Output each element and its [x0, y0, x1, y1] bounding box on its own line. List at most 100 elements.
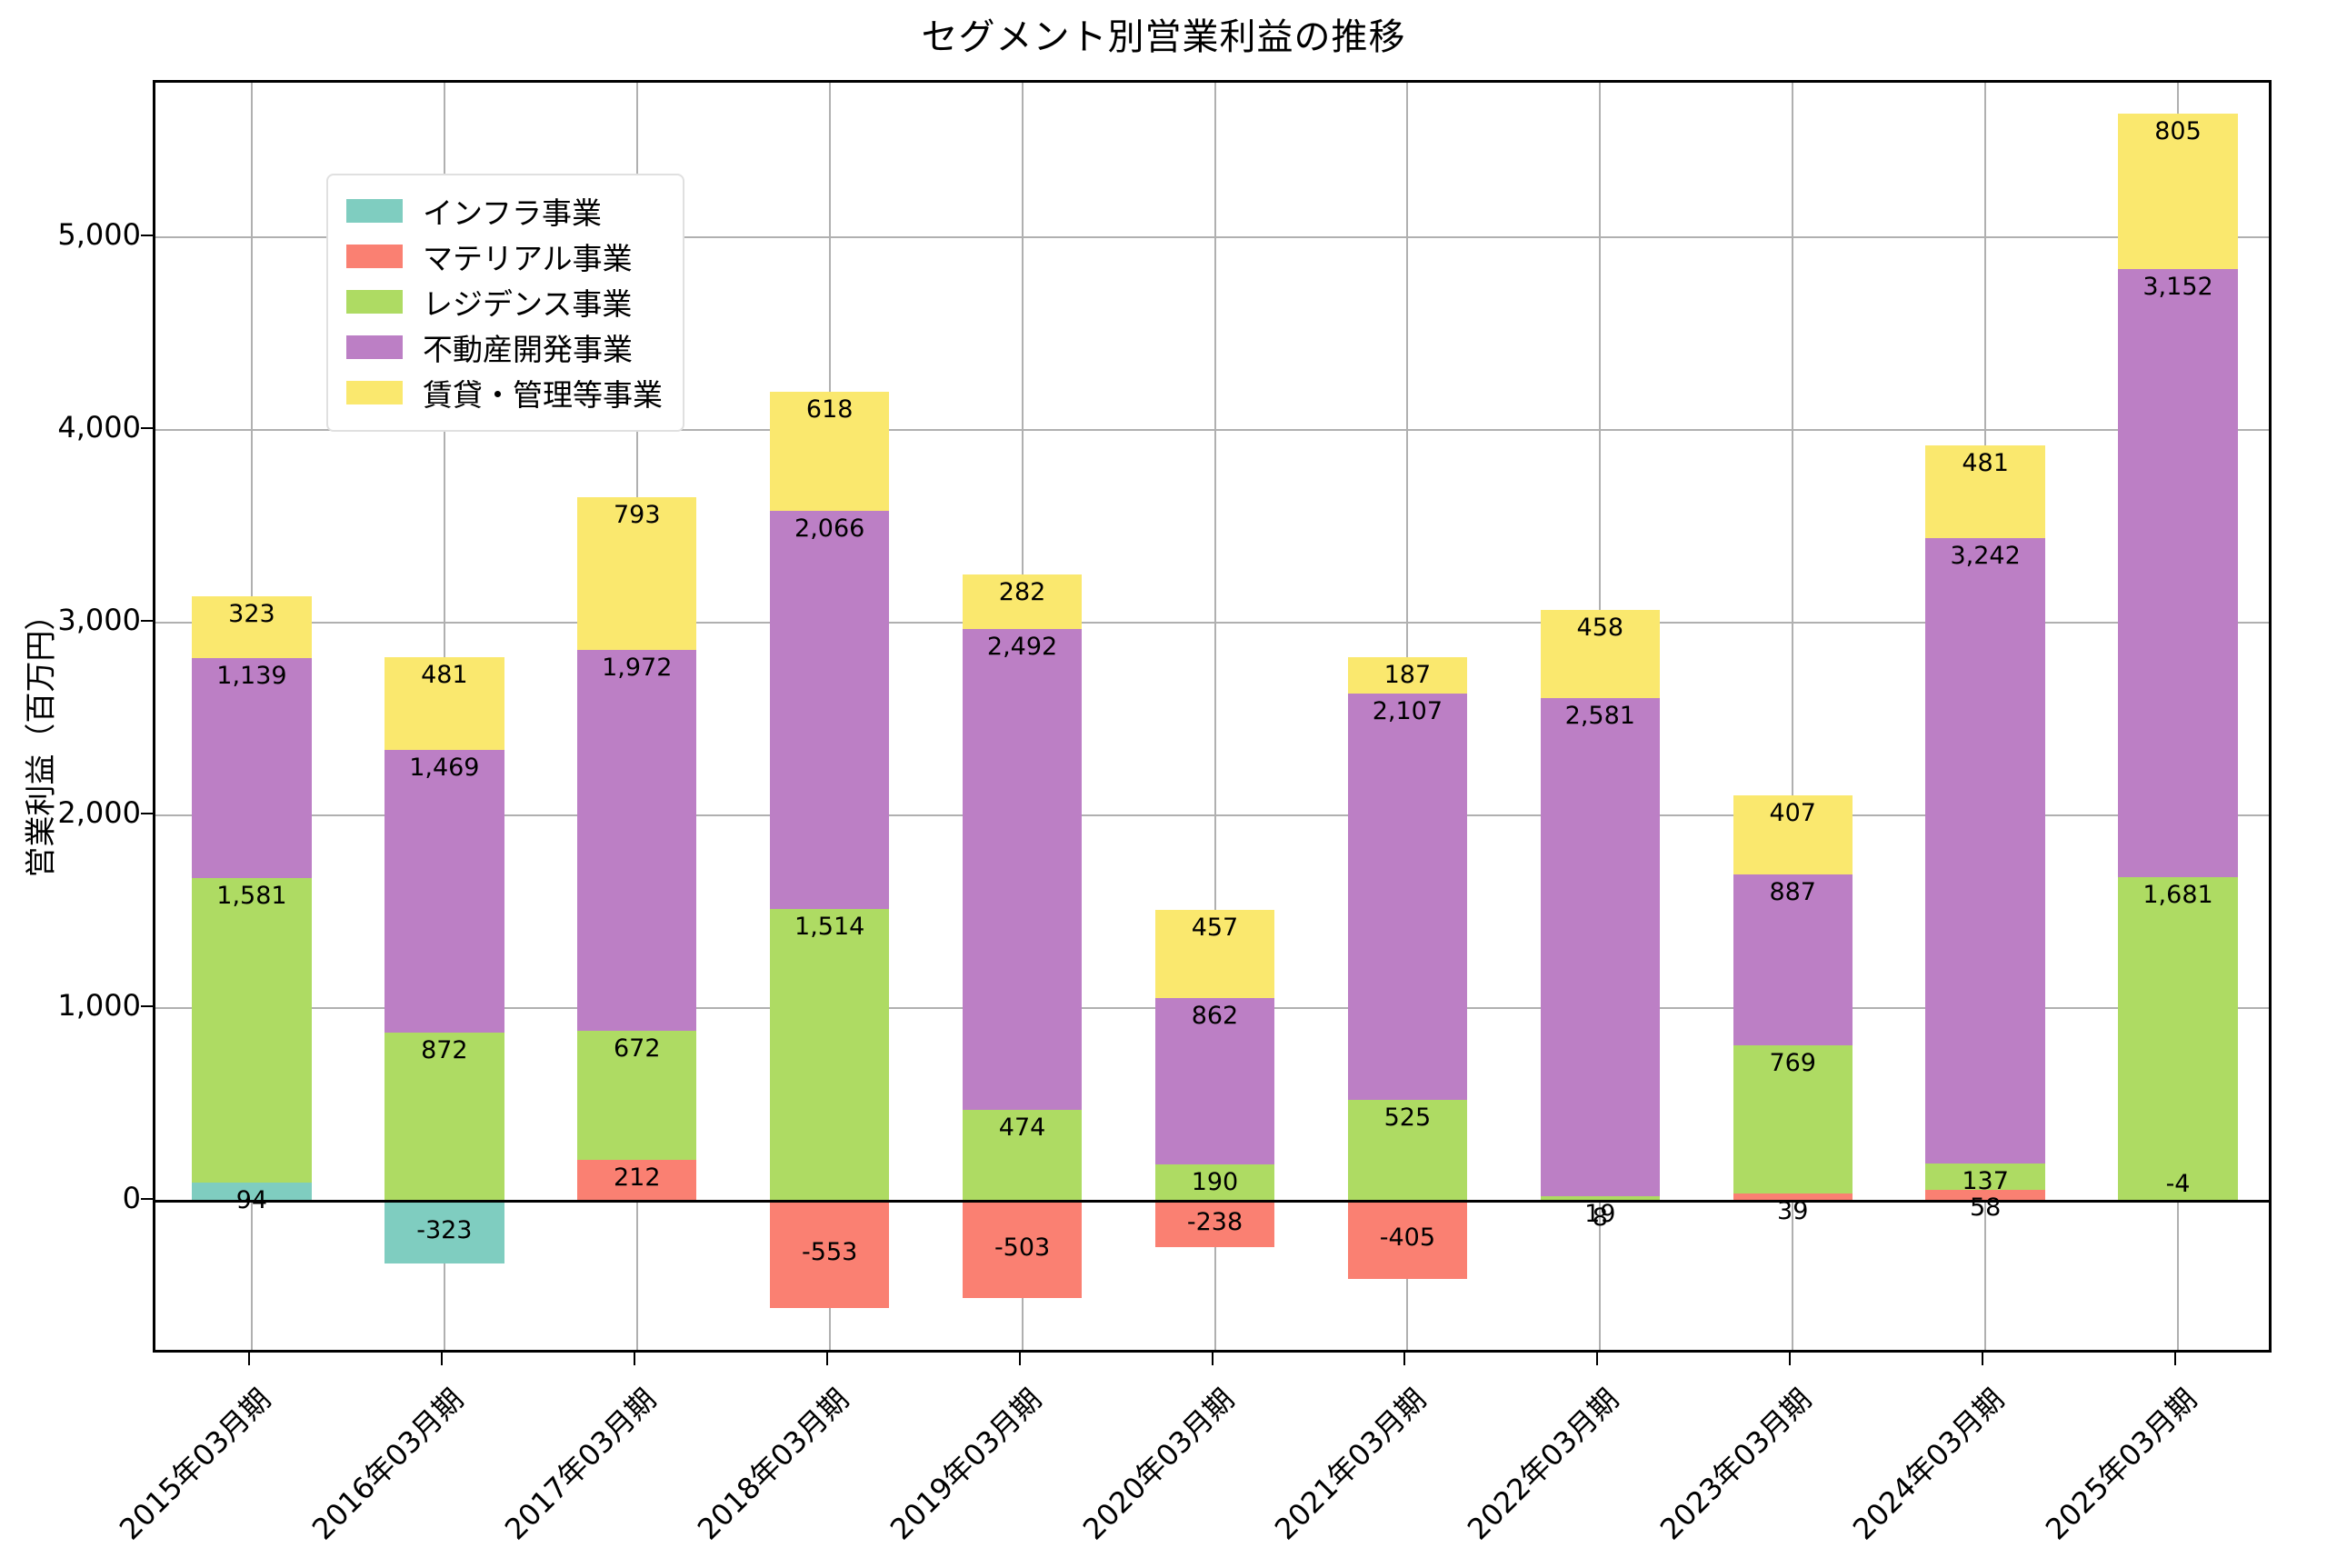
legend-color-swatch: [346, 335, 403, 359]
bar-segment[interactable]: [769, 909, 890, 1202]
bar-group[interactable]: 8 19 2,581 458: [1540, 83, 1660, 1350]
x-axis-tick-label: 2018年03月期: [690, 1382, 855, 1547]
x-axis-tick-label: 2024年03月期: [1846, 1382, 2012, 1547]
legend-color-swatch: [346, 245, 403, 268]
bar-group[interactable]: -323 872 1,469 481: [385, 83, 504, 1350]
y-axis-label: 営業利益（百万円）: [23, 599, 60, 878]
bar-group[interactable]: 94 1,581 1,139 323: [192, 83, 312, 1350]
gridline-vertical: [1213, 83, 1216, 1350]
chart-legend: インフラ事業 マテリアル事業 レジデンス事業 不動産開発事業賃貸・管理等事業: [326, 174, 684, 432]
bar-segment[interactable]: [1154, 1164, 1275, 1202]
gridline-horizontal: [155, 428, 2269, 431]
legend-color-swatch: [346, 199, 403, 223]
bar-segment[interactable]: [385, 1033, 504, 1202]
y-axis-tick-label: 5,000: [57, 216, 141, 252]
bar-segment[interactable]: [1925, 1190, 2045, 1202]
x-axis-tick-mark: [825, 1353, 828, 1365]
legend-color-swatch: [346, 290, 403, 314]
bar-segment[interactable]: [1540, 1195, 1660, 1200]
x-axis-tick-mark: [1211, 1353, 1213, 1365]
bar-group[interactable]: -405 525 2,107 187: [1347, 83, 1468, 1350]
bar-segment[interactable]: [1347, 1099, 1468, 1202]
x-axis-tick-label: 2023年03月期: [1653, 1382, 1819, 1547]
bar-segment[interactable]: [769, 510, 890, 910]
bar-segment[interactable]: [577, 650, 697, 1031]
x-axis-tick-mark: [1596, 1353, 1599, 1365]
bar-segment[interactable]: [577, 497, 697, 651]
legend-label: マテリアル事業: [423, 241, 633, 276]
bar-group[interactable]: 1,681 3,152 805 -4: [2118, 83, 2238, 1350]
bar-segment[interactable]: [577, 1160, 697, 1202]
bar-segment[interactable]: [192, 595, 312, 659]
bar-segment[interactable]: [385, 1201, 504, 1263]
legend-label: レジデンス事業: [423, 286, 633, 322]
y-axis-tick-mark: [141, 234, 153, 236]
bar-group[interactable]: 39 769 887 407: [1733, 83, 1853, 1350]
bar-segment[interactable]: [1347, 1201, 1468, 1280]
bar-segment[interactable]: [962, 1109, 1083, 1202]
bar-segment[interactable]: [577, 1030, 697, 1161]
legend-item[interactable]: 不動産開発事業: [346, 325, 663, 370]
x-axis-tick-label: 2025年03月期: [2039, 1382, 2204, 1547]
legend-color-swatch: [346, 381, 403, 404]
bar-segment[interactable]: [1347, 694, 1468, 1100]
bar-segment[interactable]: [1925, 538, 2045, 1164]
bar-segment[interactable]: [1733, 874, 1853, 1045]
zero-baseline: [155, 1200, 2269, 1203]
gridline-horizontal: [155, 235, 2269, 238]
bar-segment[interactable]: [962, 574, 1083, 630]
bar-value-label: 19: [1584, 1199, 1616, 1228]
bar-segment[interactable]: [1733, 795, 1853, 874]
bar-segment[interactable]: [1540, 609, 1660, 699]
bar-segment[interactable]: [2118, 876, 2238, 1202]
y-axis-tick-mark: [141, 426, 153, 429]
bar-segment[interactable]: [1154, 910, 1275, 999]
y-axis-tick-label: 0: [122, 1181, 141, 1216]
chart-title: セグメント別営業利益の推移: [921, 16, 1406, 58]
x-axis-tick-label: 2022年03月期: [1461, 1382, 1626, 1547]
y-axis-tick-label: 2,000: [57, 795, 141, 831]
x-axis-tick-mark: [2174, 1353, 2177, 1365]
bar-segment[interactable]: [1925, 445, 2045, 539]
bar-group[interactable]: -553 1,514 2,066 618: [769, 83, 890, 1350]
bar-segment[interactable]: [2118, 269, 2238, 877]
bar-segment[interactable]: [962, 629, 1083, 1110]
legend-item[interactable]: マテリアル事業: [346, 234, 663, 279]
bar-segment[interactable]: [1925, 1163, 2045, 1190]
bar-segment[interactable]: [1733, 1193, 1853, 1202]
bar-group[interactable]: 58 137 3,242 481: [1925, 83, 2045, 1350]
bar-segment[interactable]: [1154, 1201, 1275, 1247]
bar-segment[interactable]: [385, 656, 504, 750]
x-axis-tick-mark: [1982, 1353, 1984, 1365]
legend-item[interactable]: 賃貸・管理等事業: [346, 370, 663, 415]
bar-segment[interactable]: [769, 1201, 890, 1308]
bar-segment[interactable]: [192, 878, 312, 1183]
y-axis-tick-label: 3,000: [57, 602, 141, 637]
plot-area: 94 1,581 1,139 323 -323 872 1,469 481 212 672 1,97…: [153, 80, 2272, 1353]
bar-segment[interactable]: [1733, 1044, 1853, 1194]
bar-group[interactable]: -238 190 862 457: [1154, 83, 1275, 1350]
bar-segment[interactable]: [192, 658, 312, 878]
legend-label: インフラ事業: [423, 195, 603, 231]
bar-segment[interactable]: [962, 1201, 1083, 1298]
bar-segment[interactable]: [385, 749, 504, 1034]
legend-label: 賃貸・管理等事業: [423, 377, 663, 413]
gridline-horizontal: [155, 814, 2269, 817]
bar-segment[interactable]: [769, 391, 890, 511]
y-axis-tick-mark: [141, 619, 153, 622]
bar-segment[interactable]: [1347, 657, 1468, 694]
bar-group[interactable]: -503 474 2,492 282: [962, 83, 1083, 1350]
x-axis-tick-mark: [440, 1353, 443, 1365]
gridline-vertical: [1792, 83, 1794, 1350]
bar-segment[interactable]: [1540, 698, 1660, 1196]
y-axis-tick-label: 4,000: [57, 409, 141, 444]
legend-item[interactable]: レジデンス事業: [346, 279, 663, 325]
bar-segment[interactable]: [192, 1183, 312, 1202]
x-axis-tick-mark: [247, 1353, 250, 1365]
bar-segment[interactable]: [1154, 998, 1275, 1164]
x-axis-tick-mark: [1018, 1353, 1021, 1365]
x-axis-tick-label: 2019年03月期: [883, 1382, 1048, 1547]
bar-segment[interactable]: [2118, 114, 2238, 270]
legend-item[interactable]: インフラ事業: [346, 188, 663, 234]
y-axis-tick-mark: [141, 1198, 153, 1201]
